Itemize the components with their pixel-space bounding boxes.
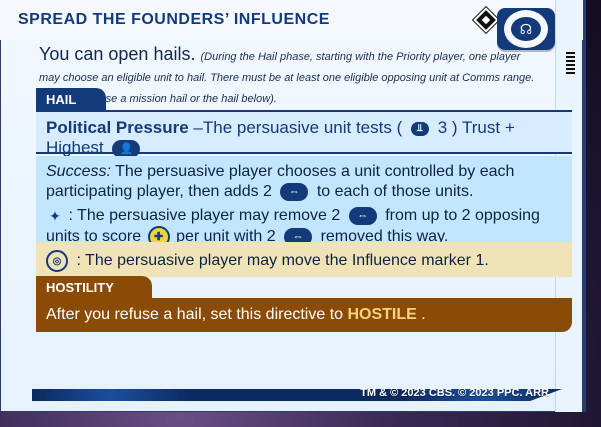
double-arrow-icon: ⇔ xyxy=(280,182,309,201)
hostility-text-before: After you refuse a hail, set this direct… xyxy=(46,306,344,323)
success-line-1-text: The persuasive player chooses a unit con… xyxy=(46,163,515,200)
double-arrow-icon-3: ⇔ xyxy=(284,228,313,246)
footer: TM & © 2023 CBS. © 2023 PPC. ARR xyxy=(0,383,583,412)
handshake-emblem-icon: ☊ xyxy=(504,10,548,48)
influence-box: ◎ : The persuasive player may move the I… xyxy=(36,242,572,277)
double-arrow-icon-2: ⇔ xyxy=(348,206,377,225)
footer-bar xyxy=(32,389,562,401)
success-line-2-end: per unit with 2 xyxy=(176,228,276,246)
emblem-container: ☊ xyxy=(497,8,555,50)
card-title: SPREAD THE FOUNDERS’ INFLUENCE xyxy=(18,11,330,28)
test-icon: ⫫ xyxy=(410,121,429,136)
success-label: Success: xyxy=(46,163,111,180)
success-line-2-prefix: : The persuasive player may remove 2 xyxy=(68,207,341,224)
hail-text-1: –The persuasive unit tests ( xyxy=(193,118,403,137)
hostile-word: HOSTILE xyxy=(347,306,417,323)
hostility-text-after: . xyxy=(421,306,426,323)
spark-icon: ✦ xyxy=(49,207,61,224)
handshake-glyph: ☊ xyxy=(511,17,541,41)
officer-icon: 👤 xyxy=(112,139,141,158)
card-content: You can open hails. (During the Hail pha… xyxy=(14,44,572,374)
success-box: Success: The persuasive player chooses a… xyxy=(36,156,572,248)
hail-test-value: 3 xyxy=(437,118,448,137)
success-line-2-tail: removed this way. xyxy=(320,228,449,246)
hail-tab: HAIL xyxy=(36,88,106,111)
intro-text: You can open hails. (During the Hail pha… xyxy=(39,44,544,105)
hail-text-2: ) Trust + Highest xyxy=(46,118,515,157)
success-line-2: ✦ : The persuasive player may remove 2 ⇔… xyxy=(46,206,562,248)
hostility-box: After you refuse a hail, set this direct… xyxy=(36,298,572,332)
hail-title: Political Pressure xyxy=(46,118,189,137)
hail-box: Political Pressure –The persuasive unit … xyxy=(36,110,572,179)
influence-text: : The persuasive player may move the Inf… xyxy=(76,252,489,270)
influence-icon: ◎ xyxy=(46,250,68,272)
success-line-2-mid: from up to 2 opposing units to score xyxy=(46,207,540,246)
success-line-1: Success: The persuasive player chooses a… xyxy=(46,162,562,202)
barcode-icon xyxy=(566,52,575,74)
copyright-text: TM & © 2023 CBS. © 2023 PPC. ARR xyxy=(360,387,549,399)
hostility-tab: HOSTILITY xyxy=(36,276,152,298)
intro-main: You can open hails. xyxy=(39,44,196,64)
success-line-1-end: to each of those units. xyxy=(316,183,474,200)
card: SPREAD THE FOUNDERS’ INFLUENCE ☊ You can… xyxy=(0,0,586,412)
